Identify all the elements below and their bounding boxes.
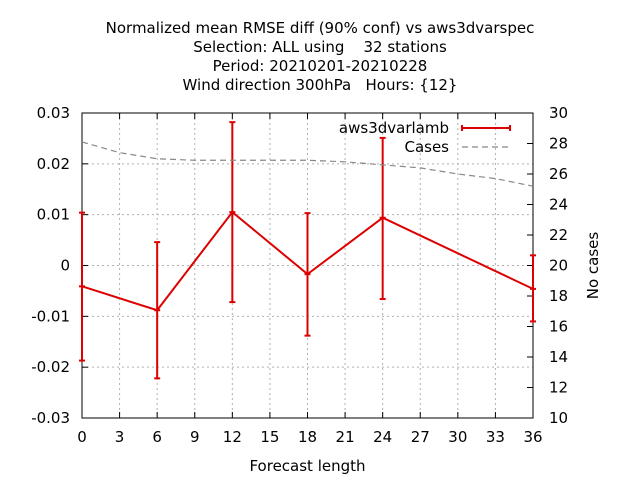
x-tick-label: 21 <box>336 428 355 446</box>
x-tick-label: 3 <box>115 428 125 446</box>
x-tick-label: 30 <box>448 428 467 446</box>
x-tick-label: 12 <box>223 428 242 446</box>
title-line: Selection: ALL using 32 stations <box>193 38 447 56</box>
y2-tick-label: 24 <box>549 196 568 214</box>
x-tick-label: 36 <box>523 428 542 446</box>
x-axis-label: Forecast length <box>249 457 365 475</box>
title-line: Wind direction 300hPa Hours: {12} <box>183 76 458 94</box>
error-bar <box>530 254 536 323</box>
y2-tick-label: 22 <box>549 226 568 244</box>
y2-tick-label: 10 <box>549 409 568 427</box>
x-tick-label: 27 <box>411 428 430 446</box>
x-tick-label: 15 <box>260 428 279 446</box>
x-tick-label: 9 <box>190 428 200 446</box>
x-tick-label: 6 <box>152 428 162 446</box>
y-tick-label: 0 <box>60 257 70 275</box>
y2-tick-label: 16 <box>549 318 568 336</box>
error-bar <box>154 241 161 380</box>
series <box>79 121 536 380</box>
y2-tick-label: 28 <box>549 135 568 153</box>
x-tick-label: 24 <box>373 428 392 446</box>
error-bar <box>304 212 311 337</box>
legend-label: Cases <box>404 138 449 156</box>
y-tick-label: 0.02 <box>37 155 70 173</box>
y2-axis-label: No cases <box>584 232 602 300</box>
y-axis-right: 10 12 14 16 18 20 22 24 26 28 30 <box>527 104 568 427</box>
error-bar <box>379 136 386 301</box>
x-tick-label: 0 <box>77 428 87 446</box>
title-line: Period: 20210201-20210228 <box>213 57 428 75</box>
y2-tick-label: 30 <box>549 104 568 122</box>
y2-tick-label: 18 <box>549 287 568 305</box>
x-tick-label: 18 <box>298 428 317 446</box>
y-tick-label: -0.02 <box>31 358 70 376</box>
title-line: Normalized mean RMSE diff (90% conf) vs … <box>106 19 535 37</box>
x-axis: 0 3 6 9 12 15 18 21 24 27 30 33 36 <box>77 113 543 446</box>
error-bar <box>229 121 236 304</box>
y-tick-label: -0.03 <box>31 409 70 427</box>
y2-tick-label: 14 <box>549 348 568 366</box>
y-tick-label: 0.03 <box>37 104 70 122</box>
y2-tick-label: 26 <box>549 165 568 183</box>
y-tick-label: 0.01 <box>37 206 70 224</box>
error-bar <box>79 211 85 362</box>
y-axis-left: -0.03 -0.02 -0.01 0 0.01 0.02 0.03 <box>31 104 88 427</box>
y2-tick-label: 20 <box>549 257 568 275</box>
y2-tick-label: 12 <box>549 379 568 397</box>
y-tick-label: -0.01 <box>31 307 70 325</box>
legend-label: aws3dvarlamb <box>339 119 449 137</box>
chart-title: Normalized mean RMSE diff (90% conf) vs … <box>106 19 535 94</box>
series-line-aws3dvarlamb <box>81 210 534 312</box>
x-tick-label: 33 <box>486 428 505 446</box>
